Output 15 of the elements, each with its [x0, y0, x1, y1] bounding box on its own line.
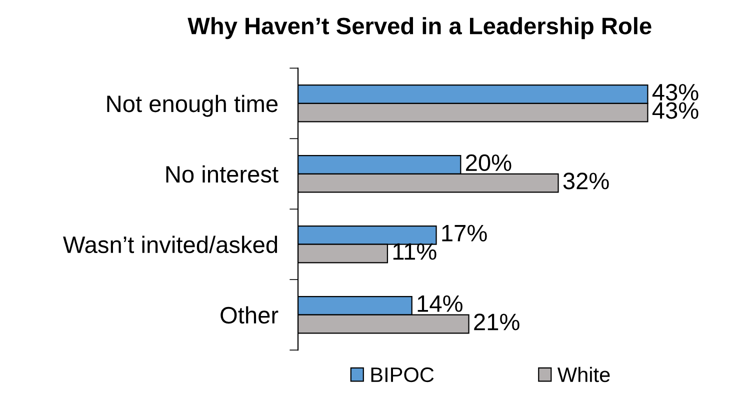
chart-title: Why Haven’t Served in a Leadership Role	[188, 17, 652, 40]
y-tick-label: Not enough time	[107, 94, 278, 117]
legend-label: BIPOC	[371, 367, 434, 382]
data-label: 14%	[418, 295, 462, 312]
data-label: 20%	[466, 154, 512, 172]
data-label: 32%	[563, 172, 609, 190]
data-label: 11%	[393, 243, 436, 260]
data-label: 43%	[652, 84, 698, 101]
data-label: 43%	[652, 102, 698, 119]
data-label: 17%	[442, 224, 487, 242]
y-tick-label: Wasn’t invited/asked	[63, 236, 278, 254]
y-tick-label: No interest	[166, 165, 278, 183]
data-label: 21%	[474, 314, 520, 330]
legend-label: White	[557, 366, 610, 382]
y-tick-label: Other	[220, 306, 278, 324]
